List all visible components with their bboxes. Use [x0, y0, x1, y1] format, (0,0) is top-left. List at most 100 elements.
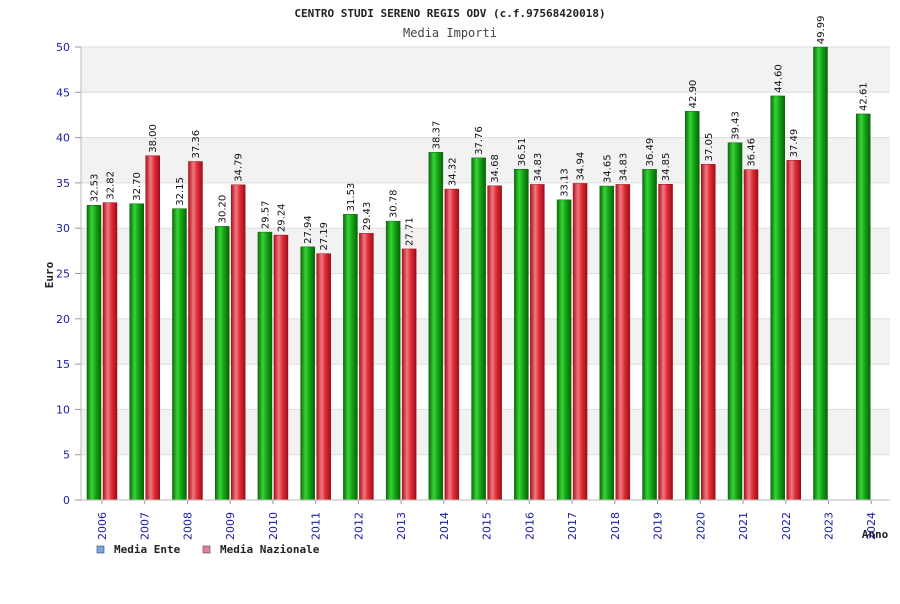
x-tick-label: 2018	[609, 512, 622, 540]
bar-media-ente-2018	[599, 185, 615, 501]
x-tick-label: 2019	[652, 512, 665, 540]
bar-media-nazionale-2007	[145, 155, 160, 501]
value-label: 37.76	[474, 126, 485, 155]
y-tick-label: 15	[56, 358, 70, 371]
bar-media-ente-2010	[257, 231, 273, 501]
bar-media-nazionale-2017	[572, 183, 588, 501]
value-label: 34.85	[661, 153, 672, 182]
value-label: 37.36	[191, 130, 202, 159]
chart-subtitle: Media Importi	[403, 26, 497, 40]
x-tick-label: 2023	[822, 512, 835, 540]
x-tick-label: 2022	[780, 512, 793, 540]
value-label: 37.05	[704, 133, 715, 162]
bar-media-nazionale-2011	[316, 253, 331, 501]
x-tick-label: 2012	[352, 512, 365, 540]
bar-media-nazionale-2010	[273, 234, 289, 501]
x-tick-label: 2021	[737, 512, 750, 540]
y-tick-label: 0	[63, 494, 70, 507]
x-axis-ticks: 2006 2007 2008 2009 2010 2011 2012 2013 2014 2015…	[96, 500, 878, 540]
bar-media-nazionale-2019	[658, 184, 673, 501]
value-label: 27.71	[405, 217, 416, 246]
bar-media-ente-2011	[300, 246, 315, 501]
y-tick-label: 20	[56, 313, 70, 326]
bar-media-nazionale-2015	[487, 185, 502, 501]
x-tick-label: 2016	[523, 512, 536, 540]
bar-media-ente-2017	[556, 199, 572, 501]
x-tick-label: 2011	[310, 512, 323, 540]
y-tick-label: 35	[56, 177, 70, 190]
value-label: 42.61	[859, 82, 870, 111]
legend-item-media-ente: Media Ente	[96, 543, 181, 556]
bar-media-nazionale-2006	[102, 202, 118, 501]
bar-media-nazionale-2020	[701, 164, 716, 501]
value-label: 34.83	[533, 153, 544, 182]
bar-media-nazionale-2014	[444, 188, 460, 501]
value-label: 37.49	[789, 129, 800, 158]
value-label: 31.53	[346, 183, 357, 212]
bar-media-ente-2012	[343, 214, 358, 501]
value-label: 32.82	[106, 171, 117, 200]
bar-media-ente-2023	[813, 46, 828, 501]
x-tick-label: 2015	[481, 512, 494, 540]
value-labels: 32.53 32.82 32.70 38.00 32.15 37.36 30.20 34.79…	[90, 15, 870, 250]
y-tick-label: 25	[56, 268, 70, 281]
bar-media-ente-2024	[855, 113, 871, 501]
bar-media-ente-2022	[770, 95, 786, 501]
y-axis-title: Euro	[43, 261, 56, 288]
bar-media-nazionale-2013	[401, 248, 417, 501]
y-tick-label: 5	[63, 449, 70, 462]
value-label: 36.51	[517, 138, 528, 167]
bar-media-nazionale-2016	[530, 184, 545, 501]
value-label: 34.65	[602, 154, 613, 183]
value-label: 29.43	[362, 202, 373, 231]
x-tick-label: 2007	[139, 512, 152, 540]
bar-media-ente-2006	[86, 205, 102, 501]
bar-media-ente-2009	[214, 226, 230, 501]
value-label: 29.24	[276, 203, 287, 232]
legend-item-media-nazionale: Media Nazionale	[202, 543, 320, 556]
bar-media-ente-2016	[514, 168, 529, 501]
x-tick-label: 2020	[694, 512, 707, 540]
value-label: 32.70	[132, 172, 143, 201]
x-tick-label: 2014	[438, 512, 451, 540]
x-tick-label: 2010	[267, 512, 280, 540]
bar-media-nazionale-2008	[188, 161, 203, 501]
value-label: 34.83	[618, 153, 629, 182]
value-label: 42.90	[688, 80, 699, 109]
value-label: 36.49	[645, 138, 656, 167]
y-tick-label: 40	[56, 132, 70, 145]
bar-media-ente-2021	[727, 142, 743, 501]
y-axis-ticks: 0 5 10 15 20 25 30 35 40 45 50	[56, 41, 81, 507]
bar-media-ente-2008	[172, 208, 187, 501]
bar-media-ente-2014	[428, 152, 444, 501]
value-label: 49.99	[816, 15, 827, 44]
value-label: 32.53	[90, 174, 101, 203]
value-label: 34.94	[576, 152, 587, 181]
bar-media-ente-2015	[471, 157, 486, 501]
bar-media-ente-2019	[642, 169, 657, 501]
value-label: 33.13	[560, 168, 571, 197]
value-label: 34.68	[490, 154, 501, 183]
legend: Media Ente Media Nazionale	[96, 543, 320, 556]
x-tick-label: 2006	[96, 512, 109, 540]
bar-media-nazionale-2021	[743, 169, 759, 501]
bar-media-ente-2020	[685, 111, 700, 501]
grid-band	[81, 92, 890, 138]
x-tick-label: 2009	[224, 512, 237, 540]
value-label: 38.00	[148, 124, 159, 153]
value-label: 27.94	[303, 215, 314, 244]
legend-label-media-ente: Media Ente	[114, 543, 181, 556]
value-label: 36.46	[747, 138, 758, 167]
bar-media-ente-2013	[385, 220, 401, 501]
chart-title: CENTRO STUDI SERENO REGIS ODV (c.f.97568…	[294, 7, 605, 20]
x-tick-label: 2024	[865, 512, 878, 540]
bar-media-nazionale-2012	[359, 233, 374, 501]
value-label: 30.78	[389, 189, 400, 218]
value-label: 38.37	[431, 121, 442, 150]
value-label: 34.32	[447, 157, 458, 186]
y-tick-label: 30	[56, 222, 70, 235]
value-label: 30.20	[218, 195, 229, 224]
legend-swatch-media-ente	[96, 545, 105, 554]
